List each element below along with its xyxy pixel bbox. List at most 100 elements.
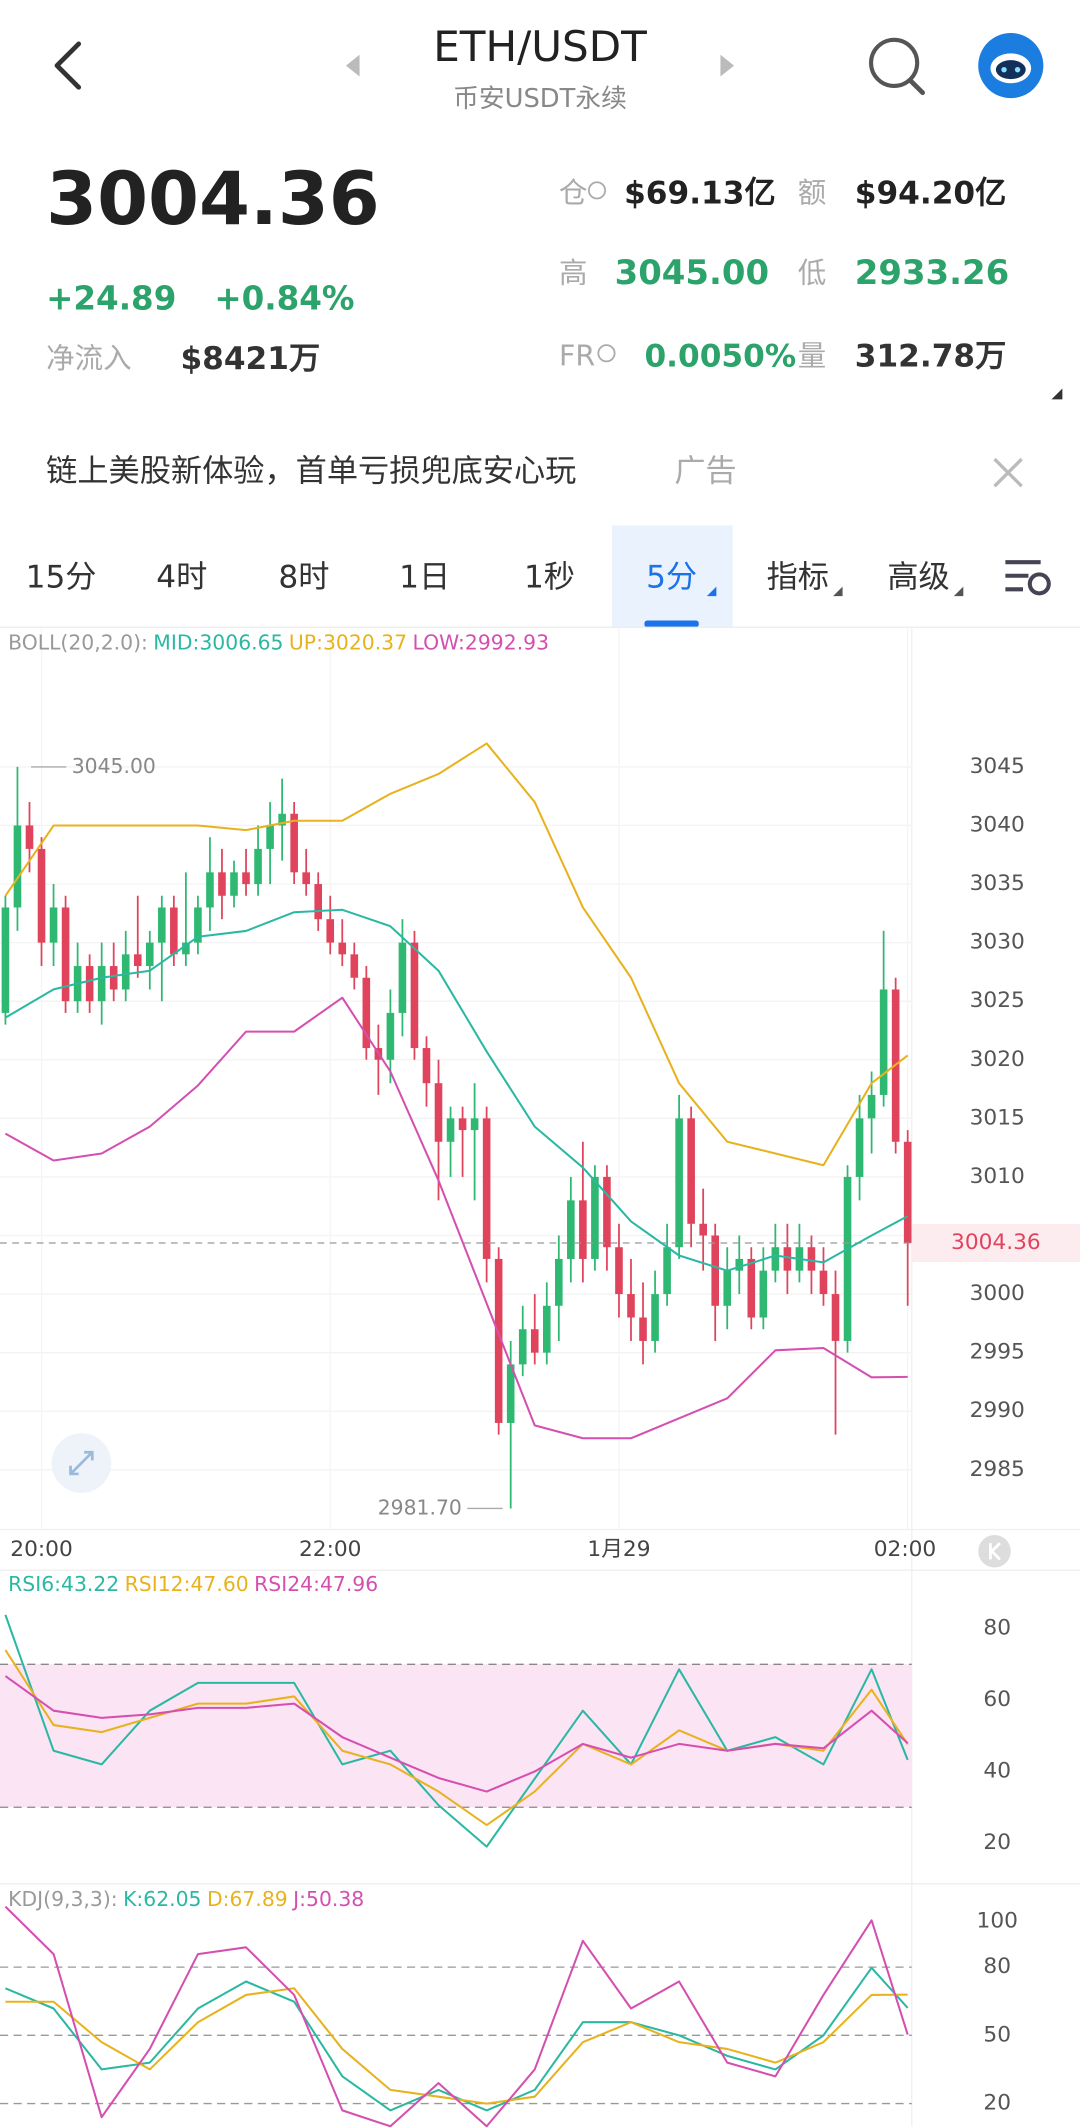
y-tick-label: 3000 [970, 1281, 1025, 1306]
back-button[interactable] [54, 41, 82, 90]
candle-body [651, 1294, 659, 1341]
y-tick-label: 100 [977, 1909, 1018, 1934]
ad-tag: 广告 [674, 454, 736, 490]
indicator-name: KDJ(9,3,3): [8, 1887, 118, 1911]
tab[interactable]: 高级 [887, 559, 949, 595]
candle-body [434, 1083, 443, 1142]
candle-body [170, 907, 178, 955]
scroll-latest-bg [978, 1534, 1011, 1568]
candle-body [699, 1223, 707, 1236]
y-tick-label: 20 [983, 1830, 1011, 1855]
candle-body [723, 1270, 732, 1306]
rsi-band [0, 1664, 912, 1808]
y-tick-label: 20 [983, 2091, 1011, 2116]
tab[interactable]: 5分 [646, 559, 697, 595]
stat-label: 额 [798, 176, 826, 209]
candle-body [615, 1247, 623, 1295]
y-tick-label: 3040 [970, 812, 1025, 837]
y-tick-label: 60 [983, 1687, 1011, 1712]
ad-close[interactable] [993, 457, 1023, 488]
close-stroke [993, 457, 1023, 488]
search-handle [908, 78, 925, 96]
legend-name: K: [123, 1887, 143, 1911]
y-tick-label: 3015 [970, 1105, 1025, 1130]
candle-body [542, 1305, 551, 1353]
legend-name: UP: [289, 631, 323, 655]
candle-body [675, 1118, 683, 1248]
y-tick-label: 2990 [970, 1398, 1025, 1423]
chart-settings[interactable] [1005, 560, 1051, 596]
fullscreen-icon [69, 1450, 94, 1476]
stat-label: 低 [798, 257, 826, 290]
candle-body [121, 954, 130, 990]
candle-body [759, 1270, 768, 1318]
symbol-subtitle: 币安USDT永续 [453, 84, 627, 114]
info-icon[interactable] [597, 344, 616, 363]
tab[interactable]: 4时 [156, 559, 207, 595]
stat-value: $94.20亿 [855, 175, 1007, 211]
legend-name: RSI12: [125, 1572, 191, 1596]
candle-body [194, 907, 202, 943]
next-symbol[interactable] [720, 54, 735, 77]
candle-body [97, 966, 106, 1002]
candle-body [266, 825, 274, 849]
tab[interactable]: 指标 [767, 559, 829, 595]
legend-name: RSI6: [8, 1572, 61, 1596]
legend-value: 67.89 [229, 1887, 287, 1911]
tab[interactable]: 1日 [399, 559, 450, 595]
candle-body [819, 1270, 828, 1295]
candle-body [506, 1364, 515, 1423]
y-tick-label: 40 [983, 1759, 1011, 1784]
candle-body [1, 907, 10, 1013]
candle-body [903, 1141, 912, 1243]
candle-body [13, 825, 22, 908]
candle-body [109, 966, 118, 990]
tab[interactable]: 8时 [278, 559, 329, 595]
stat-label: FR [559, 339, 595, 372]
last-price: 3004.36 [46, 157, 380, 242]
chart-panel: 20 50 80 100 KDJ(9,3,3): K:62.05 D:67.89 J:50.3… [0, 1887, 1018, 2127]
candle-body [458, 1118, 467, 1131]
indicator-line [4, 1614, 909, 1848]
scroll-latest-icon [989, 1542, 1001, 1561]
candle-body [37, 848, 46, 943]
candle-body [470, 1118, 479, 1131]
legend-name: J: [291, 1887, 306, 1911]
y-tick-label: 3025 [970, 988, 1025, 1013]
search-button[interactable] [869, 37, 925, 96]
ad-text[interactable]: 链上美股新体验，首单亏损兜底安心玩 [46, 454, 576, 490]
candle-body [855, 1118, 864, 1177]
search-icon [869, 37, 920, 88]
indicator-line [5, 1987, 908, 2105]
indicator-legend: KDJ(9,3,3): K:62.05 D:67.89 J:50.38 [8, 1887, 364, 1911]
indicator-line [4, 1905, 909, 2127]
avatar-visor [995, 60, 1026, 80]
y-tick-label: 50 [983, 2022, 1011, 2047]
tab[interactable]: 1秒 [524, 559, 575, 595]
candle-body [603, 1176, 611, 1248]
candle-body [783, 1247, 792, 1271]
candle-body [771, 1247, 780, 1271]
inflow-value: $8421万 [180, 341, 320, 377]
candle-body [182, 942, 190, 955]
tab[interactable]: 15分 [26, 559, 97, 595]
info-icon[interactable] [587, 181, 607, 200]
legend-value: 3006.65 [199, 631, 283, 655]
legend-value: 62.05 [143, 1887, 201, 1911]
stat-value: 312.78万 [855, 338, 1007, 374]
candle-body [627, 1294, 635, 1318]
scroll-latest[interactable] [978, 1534, 1011, 1568]
candle-body [242, 872, 250, 885]
stat-value: 0.0050% [644, 338, 796, 374]
candle-body [687, 1118, 695, 1224]
fullscreen-button[interactable] [51, 1433, 112, 1493]
candle-body [579, 1200, 587, 1259]
last-price-label: 3004.36 [951, 1230, 1041, 1255]
legend-value: 2992.93 [465, 631, 549, 655]
prev-symbol[interactable] [345, 54, 360, 77]
chart-panel: 2985299029953000300530103015302030253030… [0, 628, 1080, 1562]
avatar[interactable] [978, 33, 1044, 99]
candle-body [61, 907, 70, 1002]
y-tick-label: 80 [983, 1954, 1011, 1979]
